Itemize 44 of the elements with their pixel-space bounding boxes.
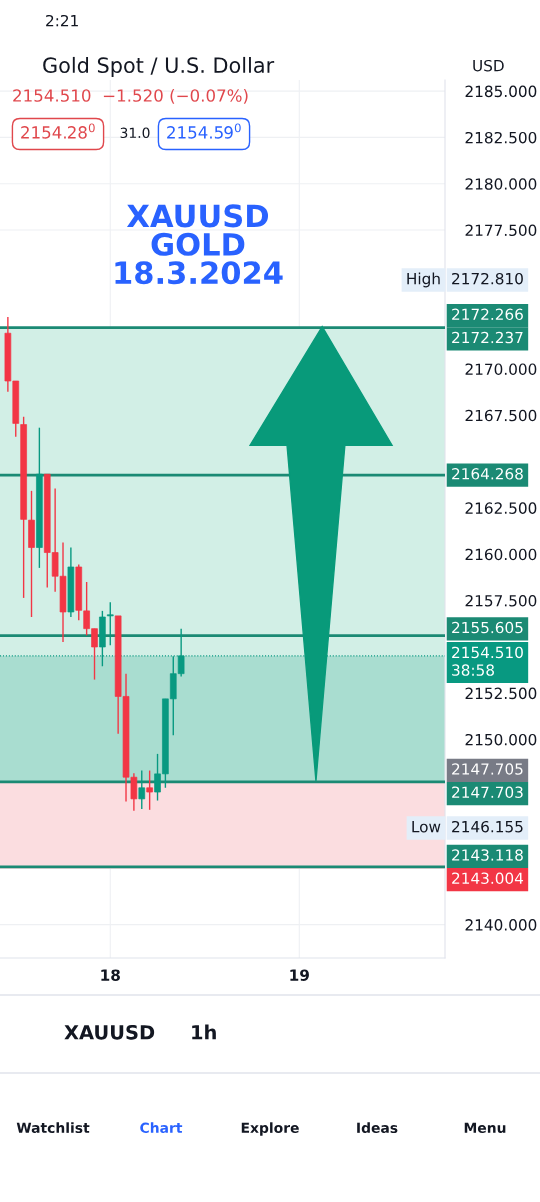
band-label: 2172.266: [452, 308, 523, 321]
annotation: 2154.59$^{0}$: [167, 123, 241, 139]
ref-line-label: 2164.268: [452, 468, 523, 480]
annotation: High: [407, 272, 440, 288]
y-tick-label: 2180.000: [465, 178, 537, 190]
text: Explore: [241, 1122, 299, 1136]
y-tick-label: 2162.500: [465, 502, 537, 514]
y-tick-label: 2177.500: [465, 224, 537, 237]
text: Chart: [140, 1122, 183, 1134]
text: XAUUSD: [64, 1024, 155, 1040]
text: 1h: [192, 1024, 216, 1040]
text: Menu: [464, 1122, 506, 1134]
text: Ideas: [357, 1122, 398, 1134]
y-tick-label: 2140.000: [465, 919, 537, 931]
x-tick-label: 18: [101, 969, 120, 981]
annotation: 2154.28$^{0}$: [21, 123, 95, 139]
annotation: XAUUSD GOLD 18.3.2024: [115, 204, 283, 285]
y-tick-label: 2170.000: [465, 363, 537, 375]
ref-line-label: 2155.605: [452, 621, 523, 634]
ref-line-label: 2154.510 38:58: [452, 646, 523, 676]
x-tick-label: 19: [290, 969, 309, 981]
y-tick-label: 2152.500: [465, 687, 537, 700]
ref-line-label: 2172.237: [452, 331, 523, 344]
candlestick: [138, 769, 146, 810]
band-label: 2143.004: [452, 872, 524, 884]
annotation: 2154.510 −1.520 (−0.07%): [13, 88, 248, 104]
annotation: 31.0: [120, 127, 150, 139]
y-tick-label: 2157.500: [465, 594, 537, 607]
text: 2172.810: [452, 272, 523, 285]
y-tick-label: 2167.500: [465, 409, 537, 422]
text: 2:21: [46, 14, 78, 27]
y-tick-label: 2150.000: [465, 733, 537, 746]
text: USD: [473, 59, 504, 72]
y-tick-label: 2160.000: [465, 548, 537, 561]
band-label: 2147.705: [452, 763, 523, 775]
candlestick: [146, 769, 153, 811]
text: Watchlist: [16, 1122, 90, 1134]
ref-line-label: 2143.118: [452, 849, 523, 861]
y-tick-label: 2185.000: [465, 85, 537, 98]
chart-title: Gold Spot / U.S. Dollar: [43, 56, 275, 78]
y-tick-label: 2182.500: [465, 131, 537, 144]
ref-line-label: 2147.703: [452, 786, 523, 798]
annotation: Low: [412, 821, 441, 833]
text: 2146.155: [452, 820, 523, 833]
